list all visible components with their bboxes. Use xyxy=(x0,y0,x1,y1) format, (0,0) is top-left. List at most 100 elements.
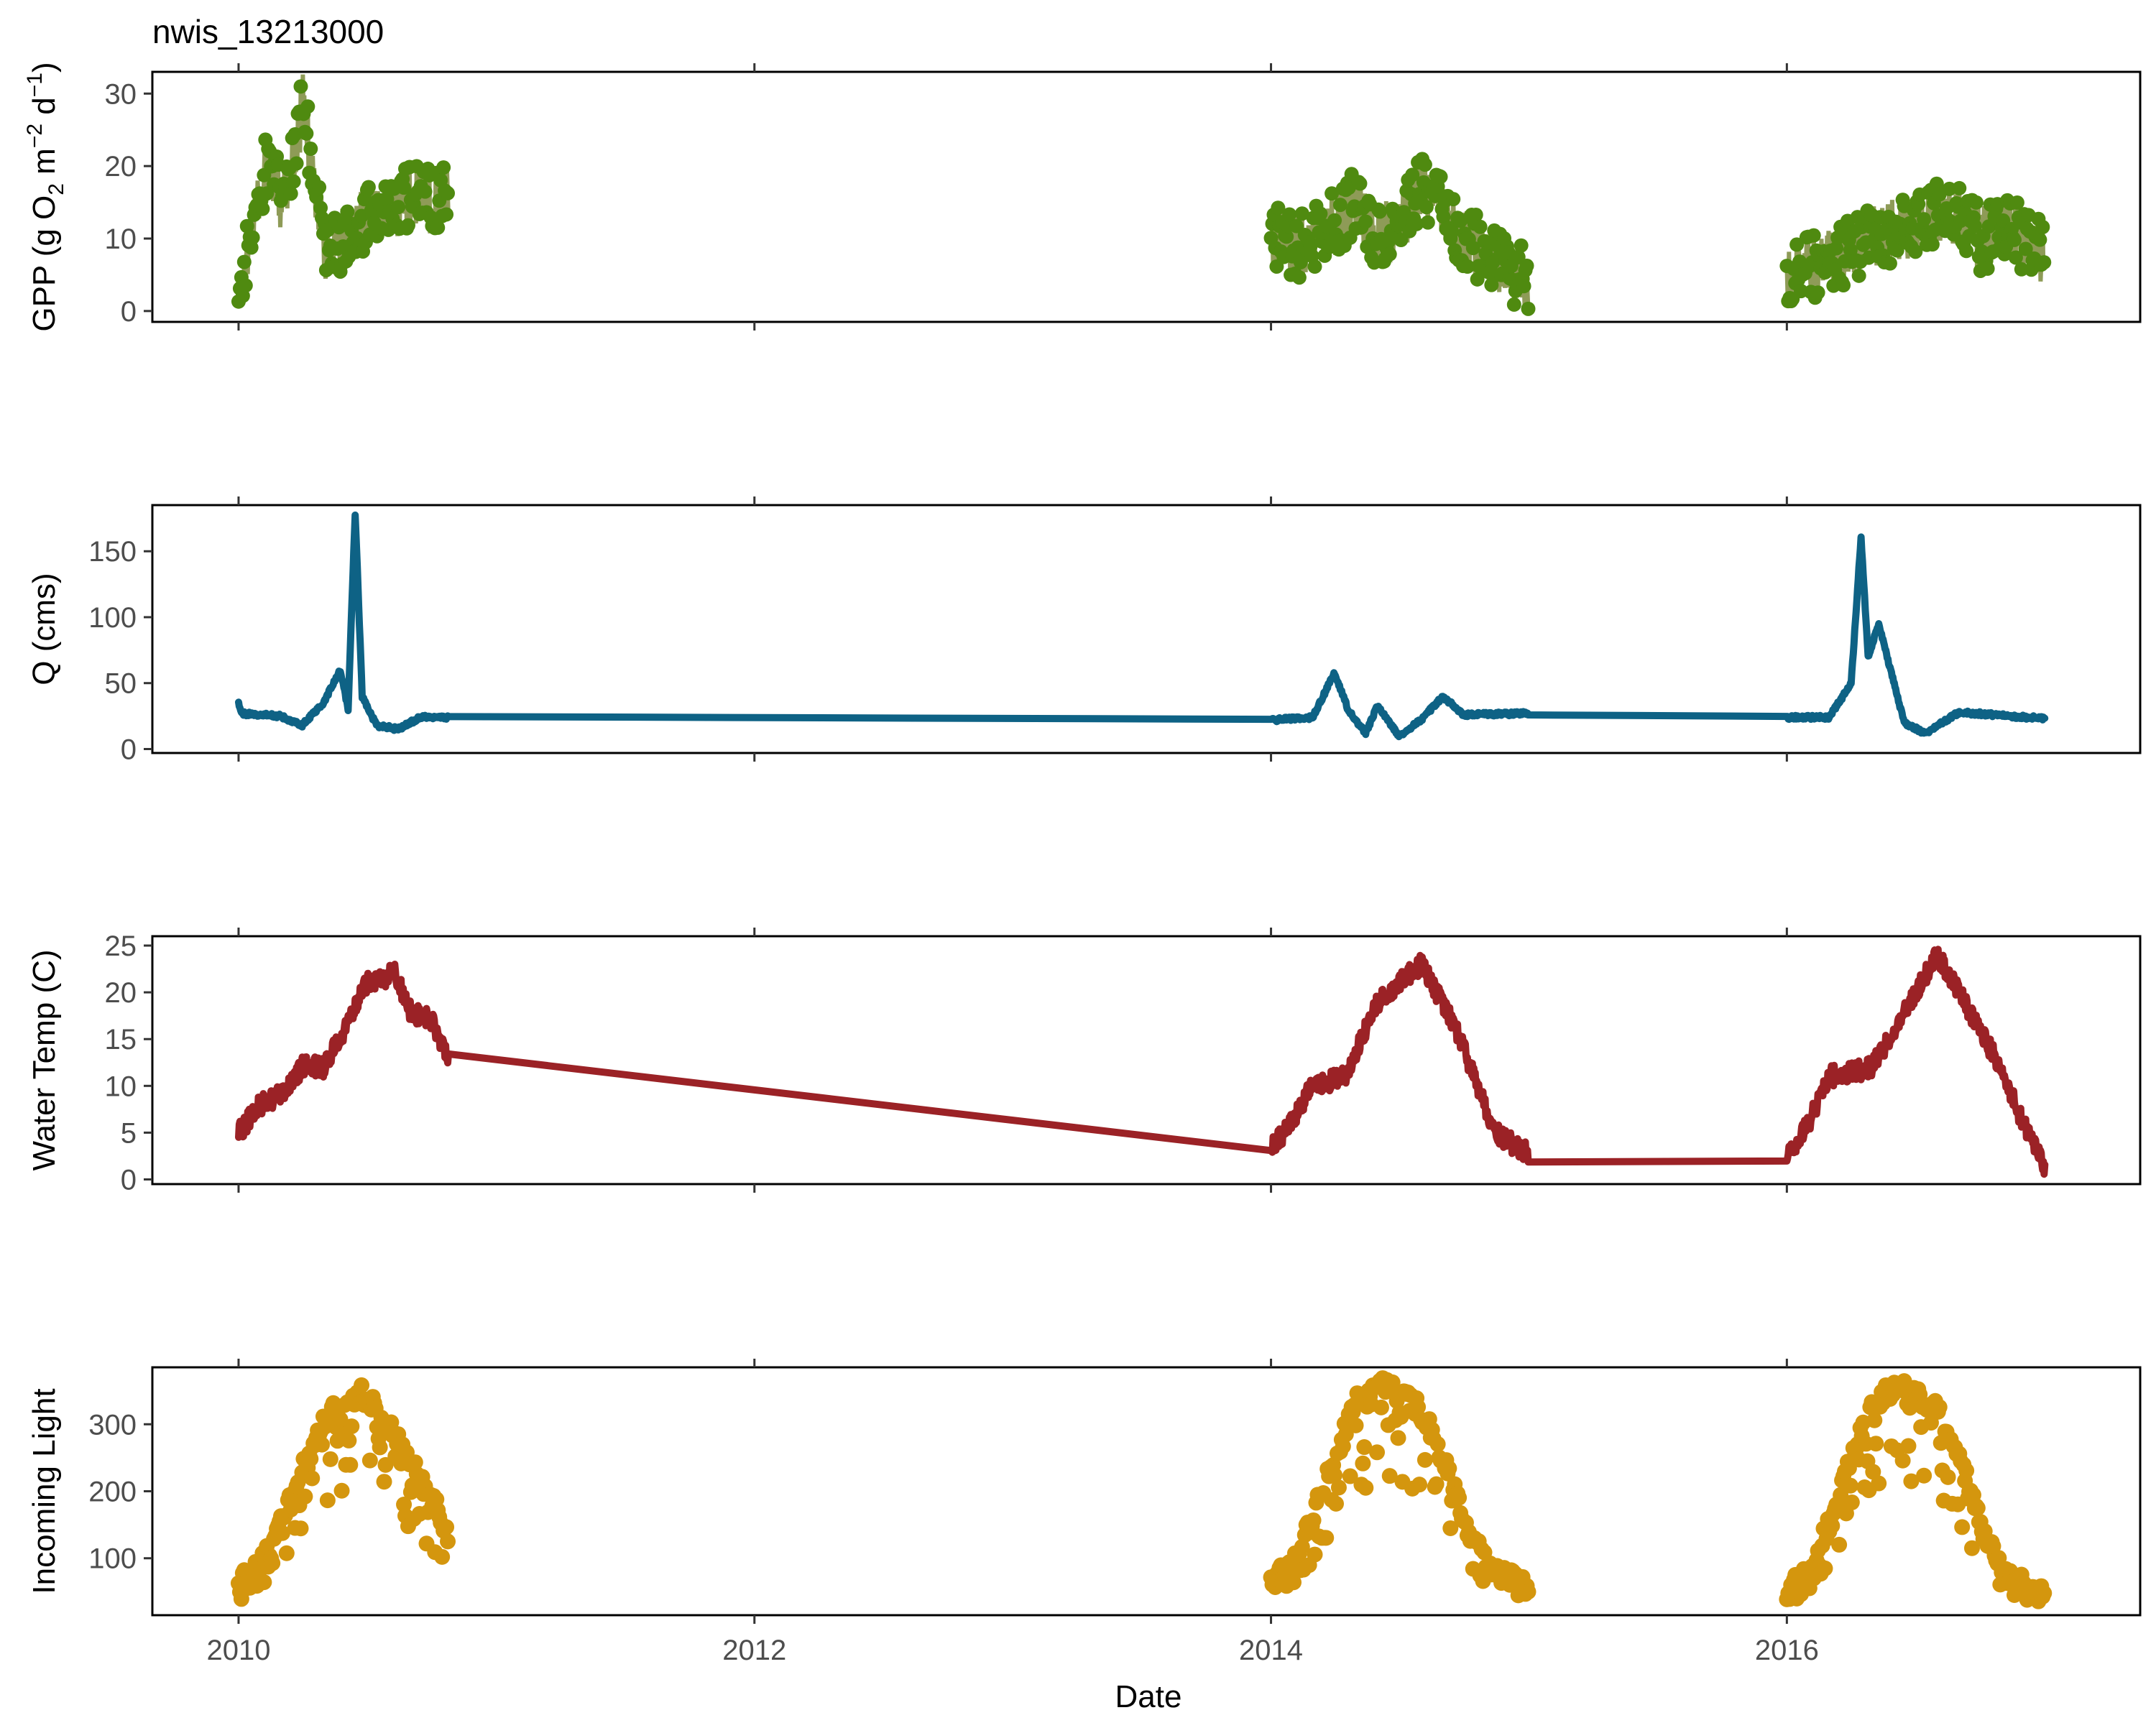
panel-q-ytick-label: 100 xyxy=(88,602,137,634)
panel-light-point xyxy=(1442,1520,1459,1536)
panel-light-point xyxy=(333,1482,350,1499)
panel-gpp-point xyxy=(1417,157,1432,172)
panel-gpp-point xyxy=(1806,228,1821,243)
panel-gpp-point xyxy=(236,254,252,269)
panel-light-point xyxy=(1328,1495,1345,1512)
panel-light-point xyxy=(1833,1487,1849,1503)
panel-light-point xyxy=(256,1574,272,1591)
panel-gpp-point xyxy=(1917,212,1932,227)
panel-q-ytick-label: 50 xyxy=(105,668,137,700)
panel-gpp-point xyxy=(1514,238,1529,253)
panel-light-point xyxy=(1381,1468,1398,1484)
panel-light-point xyxy=(304,1470,321,1487)
x-axis-title: Date xyxy=(1115,1679,1182,1714)
panel-gpp-point xyxy=(1810,285,1825,300)
panel-gpp-point xyxy=(1332,198,1348,213)
panel-light-point xyxy=(1373,1399,1389,1415)
panel-gpp-point xyxy=(1419,200,1434,215)
panel-light-point xyxy=(1428,1476,1445,1492)
panel-light-point xyxy=(438,1519,455,1535)
panel-light-point xyxy=(1868,1436,1884,1452)
panel-gpp-point xyxy=(340,204,355,219)
x-tick-label: 2016 xyxy=(1755,1635,1819,1666)
panel-temp-ytick-label: 0 xyxy=(121,1164,137,1196)
panel-light-point xyxy=(372,1439,388,1456)
panel-light-point xyxy=(1903,1473,1920,1489)
panel-gpp-point xyxy=(1294,206,1309,221)
panel-gpp-point xyxy=(400,218,415,233)
panel-light-point xyxy=(1355,1455,1371,1471)
panel-light-point xyxy=(1294,1538,1310,1555)
panel-light-point xyxy=(1369,1444,1386,1461)
panel-gpp-point xyxy=(439,207,454,222)
x-tick-label: 2010 xyxy=(206,1635,270,1666)
panel-light-point xyxy=(332,1411,349,1428)
panel-light-point xyxy=(434,1548,451,1565)
panel-q-ytick-label: 150 xyxy=(88,536,137,568)
panel-light-point xyxy=(1940,1469,1956,1485)
panel-temp-ytick-label: 15 xyxy=(105,1024,137,1055)
panel-light-point xyxy=(1307,1546,1323,1563)
panel-gpp-point xyxy=(1405,167,1420,182)
panel-gpp-ytick-label: 30 xyxy=(105,78,137,110)
panel-light-point xyxy=(1335,1438,1351,1455)
panel-temp-series-line xyxy=(235,946,2049,1178)
x-tick-label: 2012 xyxy=(722,1635,786,1666)
panel-gpp-ytick-label: 0 xyxy=(121,296,137,328)
panel-gpp-point xyxy=(303,142,318,157)
panel-gpp-point xyxy=(238,278,253,293)
panel-light-point xyxy=(1931,1399,1948,1415)
panel-light-point xyxy=(297,1488,313,1505)
panel-temp-frame xyxy=(151,935,2142,1186)
panel-gpp-point xyxy=(2035,219,2050,234)
panel-light-point xyxy=(1963,1540,1980,1556)
panel-gpp-point xyxy=(1327,213,1342,228)
panel-light-point xyxy=(1330,1479,1347,1496)
panel-gpp-point xyxy=(1307,259,1322,274)
panel-light-point xyxy=(1342,1468,1358,1484)
panel-gpp-point xyxy=(1353,176,1368,191)
panel-gpp-point xyxy=(430,220,446,235)
panel-gpp-point xyxy=(1851,268,1866,283)
panel-light-point xyxy=(1958,1462,1975,1479)
panel-light-point xyxy=(1824,1517,1841,1534)
panel-gpp-point xyxy=(286,174,301,189)
panel-gpp-point xyxy=(1516,279,1531,294)
panel-temp-ytick-label: 5 xyxy=(121,1117,137,1149)
panel-light-point xyxy=(1871,1475,1887,1492)
panel-light-point xyxy=(1305,1512,1322,1528)
panel-gpp-point xyxy=(1980,261,1995,276)
panel-gpp-point xyxy=(1789,237,1805,252)
panel-light-point xyxy=(1520,1584,1537,1600)
panel-gpp-point xyxy=(391,200,406,215)
chart-title: nwis_13213000 xyxy=(152,13,384,50)
panel-gpp-point xyxy=(379,192,395,207)
panel-gpp-point xyxy=(1519,258,1534,273)
panel-light-point xyxy=(292,1520,309,1537)
panel-light-point xyxy=(376,1474,392,1490)
panel-light-point xyxy=(1916,1467,1932,1484)
panel-gpp-point xyxy=(1468,208,1483,223)
panel-gpp-point xyxy=(1325,186,1340,201)
panel-q-ytick-label: 0 xyxy=(121,734,137,765)
panel-light-point xyxy=(1866,1412,1883,1428)
panel-gpp-point xyxy=(1460,259,1475,274)
panel-gpp-point xyxy=(245,230,260,245)
panel-light-point xyxy=(313,1436,330,1453)
panel-gpp-ylabel: GPP (g O2 m−2 d−1) xyxy=(23,62,68,331)
panel-light-point xyxy=(342,1456,359,1473)
panel-gpp-point xyxy=(1959,244,1974,259)
panel-light-point xyxy=(322,1451,338,1467)
panel-light-point xyxy=(274,1525,290,1541)
panel-gpp-point xyxy=(1925,237,1940,252)
panel-light-point xyxy=(1912,1386,1928,1403)
panel-gpp-point xyxy=(1382,246,1397,262)
panel-temp-ytick-label: 25 xyxy=(105,930,137,962)
panel-light-point xyxy=(264,1555,281,1571)
x-tick-label: 2014 xyxy=(1239,1635,1303,1666)
panel-q-ylabel: Q (cms) xyxy=(27,573,62,685)
panel-light-point xyxy=(1318,1530,1335,1546)
panel-gpp-point xyxy=(1967,218,1982,234)
panel-light-point xyxy=(440,1533,456,1550)
